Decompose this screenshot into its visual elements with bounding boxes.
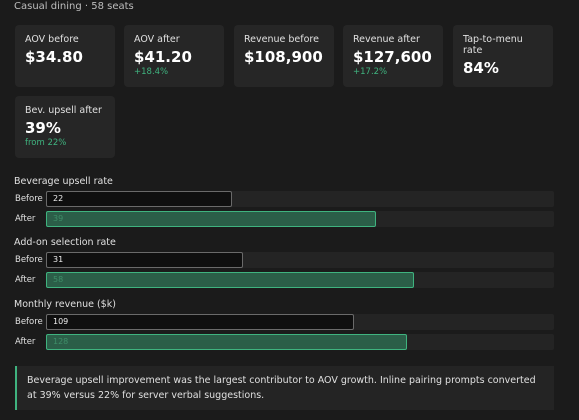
group-title: Monthly revenue ($k) — [14, 299, 116, 310]
card-delta: +18.4% — [134, 67, 169, 77]
bar-value-label: 22 — [53, 194, 64, 203]
group-title: Beverage upsell rate — [14, 176, 113, 187]
bar: 109 — [46, 314, 354, 330]
bar-value-label: 128 — [53, 337, 69, 346]
metric-card: AOV after $41.20 +18.4% — [124, 25, 224, 87]
metric-card: Tap-to-menu rate 84% — [453, 25, 553, 87]
metric-card: Bev. upsell after 39% from 22% — [15, 96, 115, 158]
row-label: Before — [15, 194, 43, 204]
row-label: Before — [15, 317, 43, 327]
card-label: Tap-to-menu rate — [463, 34, 523, 56]
note: Beverage upsell improvement was the larg… — [15, 366, 554, 410]
card-label: Revenue after — [353, 34, 420, 45]
bar-value-label: 31 — [53, 255, 64, 264]
card-label: AOV before — [25, 34, 79, 45]
bar-value-label: 109 — [53, 317, 69, 326]
group-title: Add-on selection rate — [14, 237, 116, 248]
card-delta: +17.2% — [353, 67, 388, 77]
bar-value-label: 58 — [53, 275, 64, 284]
card-value: 39% — [25, 119, 61, 137]
bar: 128 — [46, 334, 408, 350]
metric-card: AOV before $34.80 — [15, 25, 115, 87]
card-delta: from 22% — [25, 138, 67, 148]
card-label: Revenue before — [244, 34, 319, 45]
card-value: 84% — [463, 59, 499, 77]
row-label: After — [15, 275, 36, 285]
row-label: After — [15, 214, 36, 224]
card-label: AOV after — [134, 34, 180, 45]
header-title: Casual dining · 58 seats — [14, 1, 134, 12]
metric-card: Revenue before $108,900 — [234, 25, 334, 87]
bar-value-label: 39 — [53, 214, 64, 223]
bar: 39 — [46, 211, 377, 227]
bar: 58 — [46, 272, 415, 288]
card-value: $108,900 — [244, 48, 323, 66]
card-value: $127,600 — [353, 48, 432, 66]
bar: 31 — [46, 252, 243, 268]
card-value: $34.80 — [25, 48, 83, 66]
row-label: Before — [15, 255, 43, 265]
card-value: $41.20 — [134, 48, 192, 66]
metric-card: Revenue after $127,600 +17.2% — [343, 25, 443, 87]
bar: 22 — [46, 191, 233, 207]
row-label: After — [15, 337, 36, 347]
card-label: Bev. upsell after — [25, 105, 102, 116]
